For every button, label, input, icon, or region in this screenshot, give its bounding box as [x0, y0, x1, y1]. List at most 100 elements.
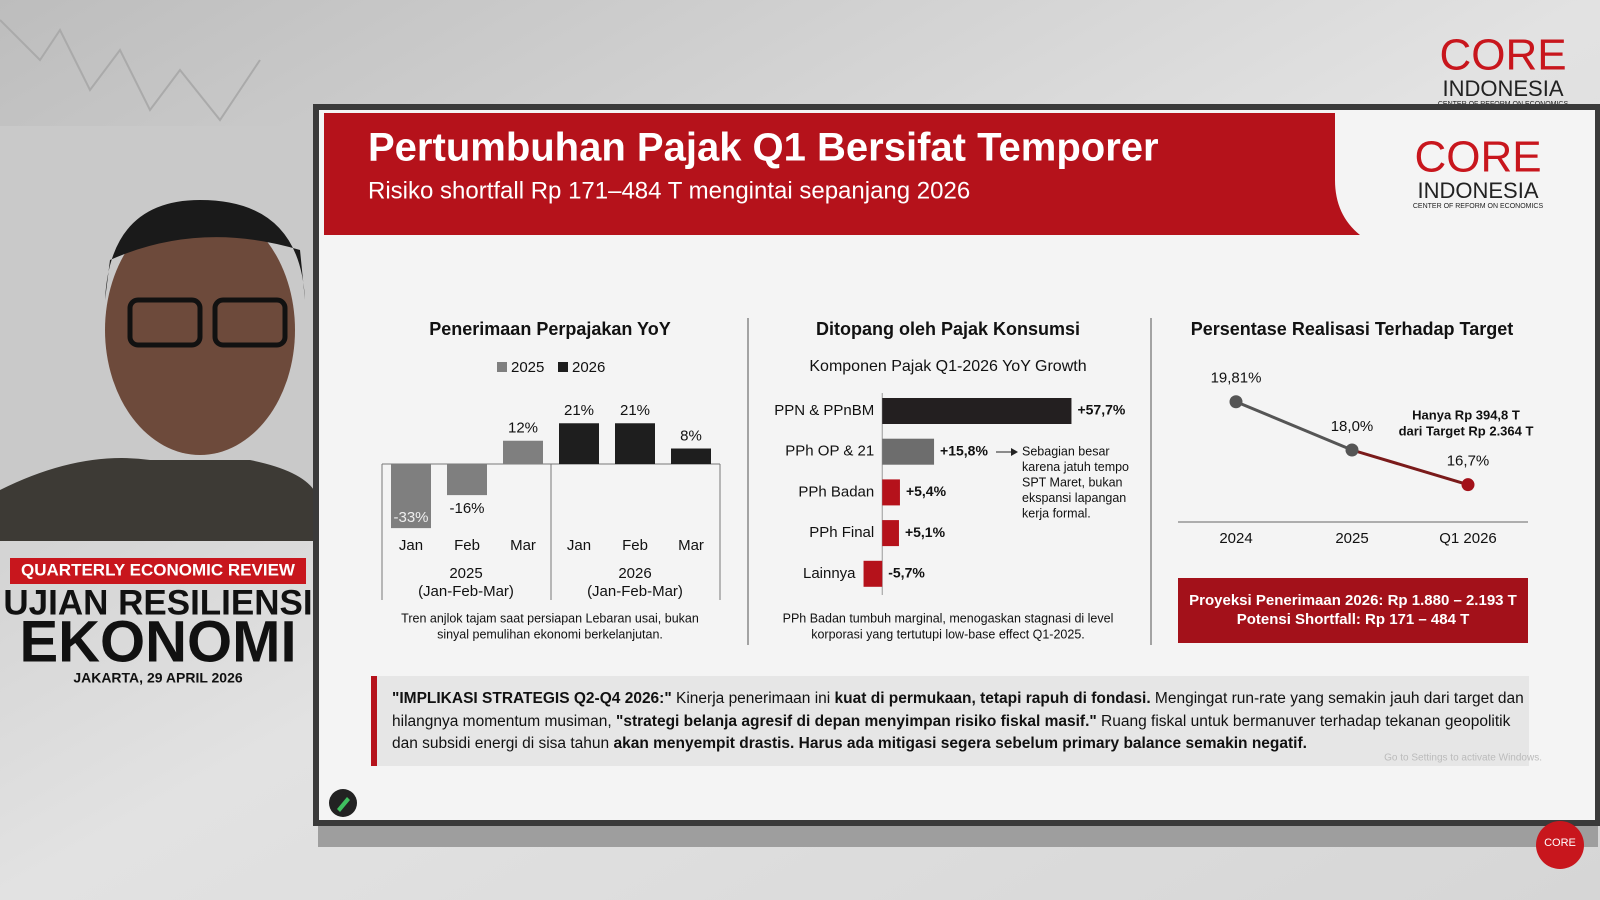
- value-label: +5,4%: [906, 483, 947, 499]
- annotation: kerja formal.: [1022, 506, 1091, 520]
- y-tick-label: Lainnya: [803, 565, 856, 582]
- value-label: -16%: [449, 500, 484, 517]
- implication-run: akan menyempit drastis. Harus ada mitiga…: [613, 735, 1307, 752]
- bar: [447, 464, 487, 496]
- glasses: [127, 297, 203, 348]
- bar: [559, 423, 599, 465]
- segment-bar: [10, 558, 306, 584]
- implication-run: Mengingat run-rate yang semakin jauh dar…: [392, 690, 1524, 730]
- bar: [503, 440, 543, 465]
- point: [1229, 395, 1243, 409]
- logo-sub: INDONESIA: [1417, 178, 1538, 203]
- shirt: [0, 458, 314, 541]
- implication-text: "IMPLIKASI STRATEGIS Q2-Q4 2026:" Kinerj…: [392, 688, 1532, 756]
- line-segment: [1351, 448, 1469, 487]
- value-label: 18,0%: [1331, 418, 1374, 435]
- bar: [863, 560, 883, 587]
- bar: [615, 423, 655, 465]
- segment-label: QUARTERLY ECONOMIC REVIEW: [21, 560, 296, 579]
- corner-logo: [1536, 821, 1584, 869]
- value-label: +57,7%: [1077, 402, 1125, 418]
- x-tick-label: Mar: [510, 537, 536, 554]
- value-label: 16,7%: [1447, 453, 1490, 470]
- watermark: Go to Settings to activate Windows.: [1384, 753, 1542, 764]
- bar: [882, 520, 899, 547]
- x-tick-label: 2024: [1219, 530, 1252, 547]
- y-tick-label: PPh Final: [809, 524, 874, 541]
- dateline: JAKARTA, 29 APRIL 2026: [73, 670, 243, 686]
- bg-chart: [0, 19, 261, 122]
- chart-note: sinyal pemulihan ekonomi berkelanjutan.: [437, 627, 663, 641]
- y-tick-label: PPN & PPnBM: [774, 402, 874, 419]
- bar: [882, 438, 935, 465]
- value-label: 19,81%: [1211, 370, 1262, 387]
- annotation: ekspansi lapangan: [1022, 491, 1126, 505]
- implication-run: "IMPLIKASI STRATEGIS Q2-Q4 2026:": [392, 690, 672, 707]
- logo-name: CORE: [1414, 133, 1541, 182]
- annotation-arrowhead: [1011, 448, 1018, 456]
- value-label: +15,8%: [940, 442, 988, 458]
- hair: [105, 200, 305, 300]
- pen-icon: [337, 797, 350, 812]
- chart-note: Tren anjlok tajam saat persiapan Lebaran…: [401, 611, 699, 625]
- implication-accent: [371, 676, 377, 766]
- logo-sub: INDONESIA: [1442, 76, 1563, 101]
- chart-note: PPh Badan tumbuh marginal, menogaskan st…: [783, 611, 1114, 625]
- bar: [671, 448, 711, 465]
- implication-run: Ruang fiskal untuk bermanuver terhadap t…: [392, 712, 1511, 753]
- value-label: 21%: [620, 402, 650, 419]
- group-period: (Jan-Feb-Mar): [418, 583, 514, 600]
- x-tick-label: 2025: [1335, 530, 1368, 547]
- x-tick-label: Q1 2026: [1439, 530, 1497, 547]
- bar: [882, 398, 1072, 424]
- annotation: Sebagian besar: [1022, 444, 1110, 458]
- legend-label: 2025: [511, 359, 544, 376]
- glasses: [212, 297, 288, 348]
- header-band: [324, 113, 1334, 235]
- show-title: UJIAN RESILIENSI: [3, 583, 312, 622]
- value-label: 8%: [680, 427, 702, 444]
- x-tick-label: Jan: [399, 537, 423, 554]
- x-tick-label: Feb: [622, 537, 648, 554]
- value-label: 21%: [564, 402, 594, 419]
- point: [1345, 443, 1359, 457]
- annotation: karena jatuh tempo: [1022, 460, 1129, 474]
- legend-label: 2026: [572, 359, 605, 376]
- y-tick-label: PPh Badan: [798, 483, 874, 500]
- chart-note: korporasi yang tertutupi low-base effect…: [811, 627, 1085, 641]
- slide-subtitle: Risiko shortfall Rp 171–484 T mengintai …: [368, 177, 970, 204]
- point: [1461, 478, 1475, 492]
- slide-shadow: [318, 822, 1598, 847]
- callout-box: [1178, 578, 1528, 643]
- value-label: 12%: [508, 420, 538, 437]
- x-tick-label: Mar: [678, 537, 704, 554]
- legend-swatch: [558, 362, 568, 372]
- annotation: SPT Maret, bukan: [1022, 475, 1123, 489]
- chart-title: Ditopang oleh Pajak Konsumsi: [816, 319, 1080, 339]
- slide-title: Pertumbuhan Pajak Q1 Bersifat Temporer: [368, 126, 1159, 170]
- value-label: +5,1%: [905, 524, 946, 540]
- legend-swatch: [497, 362, 507, 372]
- corner-logo-name: CORE: [1544, 837, 1576, 849]
- value-label: -33%: [393, 509, 428, 526]
- logo-name: CORE: [1439, 31, 1566, 80]
- bar: [882, 479, 900, 506]
- group-period: (Jan-Feb-Mar): [587, 583, 683, 600]
- group-label: 2025: [449, 565, 482, 582]
- callout-text: Proyeksi Penerimaan 2026: Rp 1.880 – 2.1…: [1189, 592, 1517, 609]
- y-tick-label: PPh OP & 21: [785, 443, 874, 460]
- callout-text: Potensi Shortfall: Rp 171 – 484 T: [1237, 611, 1470, 628]
- group-label: 2026: [618, 565, 651, 582]
- implication-run: "strategi belanja agresif di depan menyi…: [616, 712, 1097, 730]
- implication-run: Kinerja penerimaan ini: [671, 690, 835, 707]
- bar: [391, 464, 431, 529]
- chart-subtitle: Komponen Pajak Q1-2026 YoY Growth: [809, 358, 1086, 375]
- logo-tagline: CENTER OF REFORM ON ECONOMICS: [1413, 203, 1544, 210]
- value-label: -5,7%: [888, 565, 925, 581]
- x-tick-label: Jan: [567, 537, 591, 554]
- implication-box: [371, 676, 1529, 766]
- annotation: Hanya Rp 394,8 T: [1412, 407, 1520, 422]
- x-tick-label: Feb: [454, 537, 480, 554]
